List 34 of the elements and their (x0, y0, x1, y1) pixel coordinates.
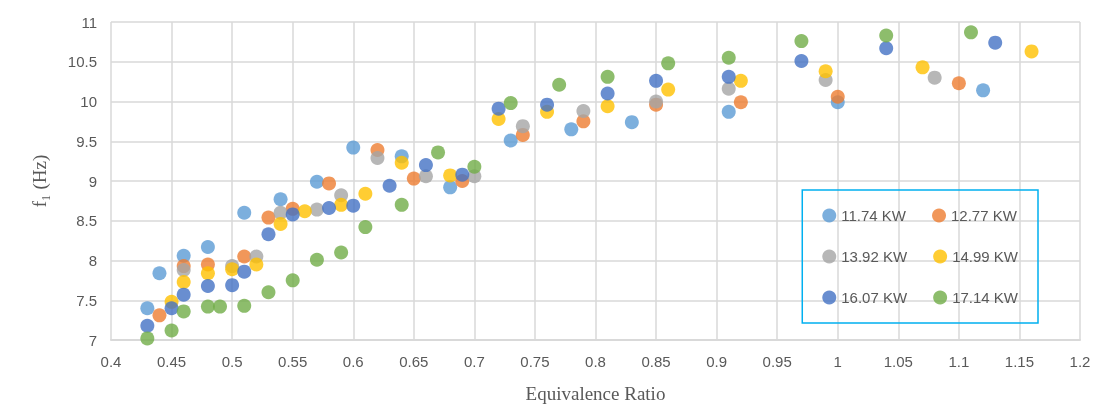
y-tick-label: 7.5 (76, 291, 97, 309)
x-tick-label: 1 (833, 353, 842, 370)
x-tick-label: 0.5 (221, 353, 243, 370)
x-tick-label: 0.7 (463, 353, 485, 370)
y-tick-label: 9 (88, 172, 97, 190)
x-tick-label: 0.9 (706, 353, 728, 370)
legend-label: 16.07 KW (841, 289, 908, 306)
x-tick-label: 1.05 (883, 353, 913, 370)
y-tick-label: 10 (80, 93, 97, 110)
x-tick-label: 0.4 (100, 353, 122, 370)
x-tick-label: 0.95 (762, 353, 792, 370)
y-tick-label: 11 (81, 13, 97, 31)
x-tick-label: 0.65 (399, 353, 429, 370)
y-tick-label: 8.5 (76, 212, 97, 230)
x-tick-label: 0.6 (342, 353, 364, 370)
legend-label: 11.74 KW (841, 207, 907, 224)
x-axis-title: Equivalence Ratio (525, 383, 666, 404)
y-tick-label: 8 (88, 252, 97, 269)
x-tick-label: 0.55 (278, 353, 308, 370)
x-tick-label: 1.15 (1004, 353, 1035, 370)
y-tick-label: 9.5 (76, 132, 97, 150)
y-tick-label: 7 (88, 331, 97, 349)
legend-label: 12.77 KW (951, 207, 1018, 224)
legend-label: 13.92 KW (841, 248, 908, 265)
x-tick-label: 1.1 (948, 353, 970, 370)
x-tick-label: 0.85 (641, 353, 671, 370)
x-tick-label: 1.2 (1069, 353, 1091, 370)
y-axis-title: f₁ (Hz) (29, 154, 51, 208)
legend-label: 17.14 KW (952, 289, 1019, 306)
y-tick-label: 10.5 (67, 53, 97, 71)
legend-label: 14.99 KW (952, 248, 1019, 265)
x-tick-label: 0.45 (156, 353, 187, 370)
x-tick-label: 0.75 (520, 353, 550, 370)
x-tick-label: 0.8 (585, 353, 606, 370)
